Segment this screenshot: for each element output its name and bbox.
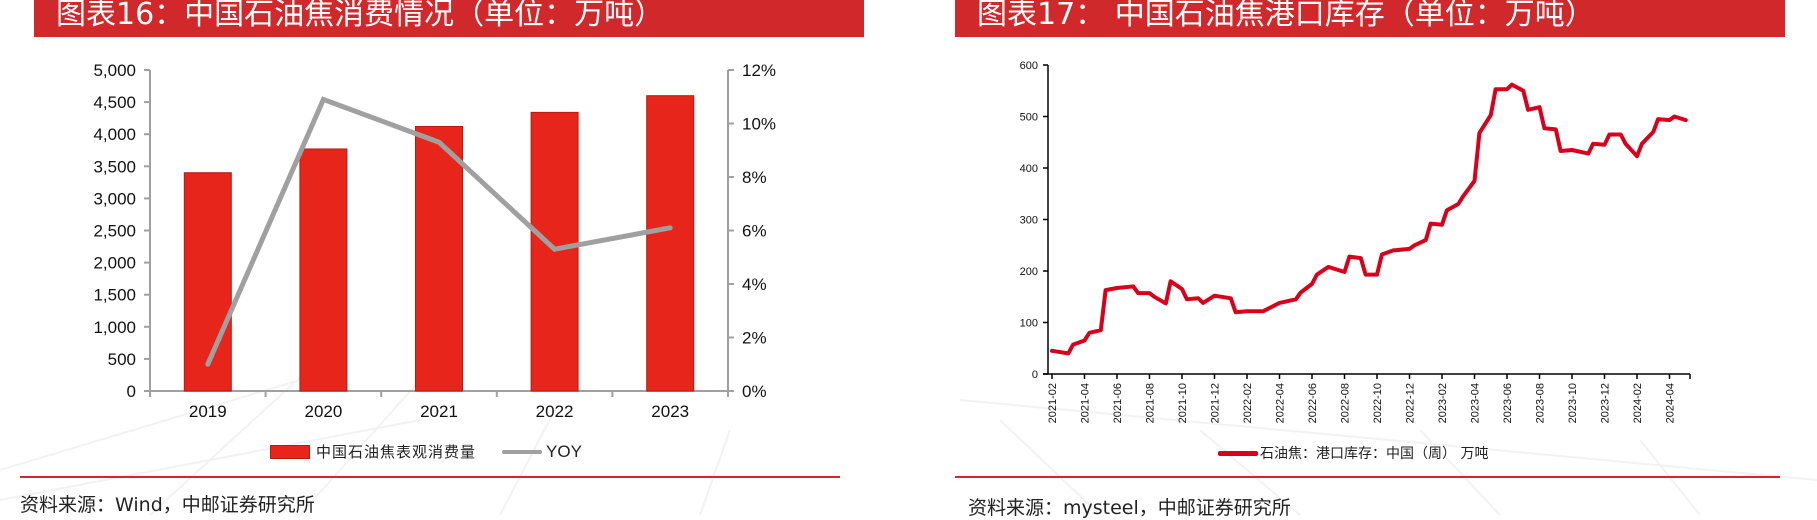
y-tick-label: 600 (1020, 60, 1038, 72)
bar-2020 (299, 148, 348, 392)
x-tick-label: 2021-08 (1145, 383, 1157, 423)
right-y-tick-label: 10% (742, 115, 776, 134)
bar-2021 (415, 125, 463, 392)
yoy-line (205, 96, 673, 367)
x-tick-label: 2021-12 (1210, 383, 1222, 423)
right-y-tick-label: 4% (742, 275, 767, 294)
bar-2019 (183, 172, 232, 392)
divider-right (955, 476, 1780, 478)
x-tick-label: 2021-10 (1177, 383, 1189, 423)
bar-2023 (646, 95, 695, 392)
x-tick-label: 2023-04 (1470, 383, 1482, 423)
y-tick-label: 0 (1032, 369, 1038, 381)
right-y-tick-label: 8% (742, 168, 767, 187)
consumption-bar-line-chart: 0 500 1,000 1,500 2,000 2,500 3,000 3,500 4,000 4… (93, 61, 776, 421)
y-tick-label: 400 (1020, 163, 1038, 175)
left-y-tick-label: 0 (127, 382, 136, 401)
source-left: 资料来源：Wind，中邮证券研究所 (20, 494, 315, 516)
legend-left: 中国石油焦表观消费量 YOY (270, 441, 582, 462)
left-y-tick-label: 4,000 (93, 125, 136, 144)
right-y-tick-label: 6% (742, 222, 767, 241)
left-y-tick-label: 2,000 (93, 254, 136, 273)
x-tick-label: 2021-04 (1080, 383, 1092, 423)
legend-label-consumption: 中国石油焦表观消费量 (316, 443, 477, 461)
x-tick-label: 2023-12 (1600, 383, 1612, 423)
port-inventory-line-chart: 0 100 200 300 400 500 600 2021-02 2021-04 2021-06… (1020, 60, 1691, 423)
legend-label-stock: 石油焦：港口库存：中国（周） 万吨 (1260, 446, 1489, 462)
chart-title-left: 图表16：中国石油焦消费情况（单位：万吨） (34, 0, 864, 37)
x-tick-label: 2024-02 (1632, 383, 1644, 423)
right-y-tick-label: 2% (742, 329, 767, 348)
x-tick-label: 2023-08 (1535, 383, 1547, 423)
source-right: 资料来源：mysteel，中邮证券研究所 (968, 497, 1291, 519)
left-y-tick-label: 5,000 (93, 61, 136, 80)
x-tick-label: 2021-06 (1112, 383, 1124, 423)
left-y-tick-label: 2,500 (93, 222, 136, 241)
x-tick-label: 2019 (189, 402, 227, 421)
legend-right: 石油焦：港口库存：中国（周） 万吨 (1218, 443, 1488, 463)
y-tick-label: 100 (1020, 318, 1038, 330)
x-tick-label: 2023-06 (1502, 383, 1514, 423)
left-y-tick-label: 3,500 (93, 157, 136, 176)
y-tick-label: 500 (1020, 112, 1038, 124)
x-tick-label: 2021 (420, 402, 458, 421)
right-y-tick-label: 0% (742, 382, 767, 401)
left-y-tick-label: 1,500 (93, 286, 136, 305)
x-tick-label: 2022-02 (1242, 383, 1254, 423)
x-tick-label: 2022-10 (1372, 383, 1384, 423)
x-tick-label: 2022-04 (1275, 383, 1287, 423)
x-tick-label: 2022-08 (1340, 383, 1352, 423)
legend-swatch-bar (270, 444, 310, 459)
x-tick-label: 2020 (304, 402, 342, 421)
legend-label-yoy: YOY (546, 441, 582, 461)
x-tick-label: 2022-06 (1307, 383, 1319, 423)
x-tick-label: 2022-12 (1405, 383, 1417, 423)
y-tick-label: 200 (1020, 266, 1038, 278)
right-y-tick-label: 12% (742, 61, 776, 80)
inventory-line (1050, 82, 1688, 356)
x-tick-label: 2023-02 (1437, 383, 1449, 423)
left-y-tick-label: 3,000 (93, 189, 136, 208)
x-tick-label: 2021-02 (1047, 383, 1059, 423)
x-tick-label: 2022 (536, 402, 574, 421)
divider-left (20, 476, 840, 478)
legend-swatch-yoy (502, 449, 543, 454)
left-y-tick-label: 4,500 (93, 93, 136, 112)
legend-swatch-stock (1218, 450, 1258, 456)
left-y-tick-label: 1,000 (93, 318, 136, 337)
x-tick-label: 2024-04 (1665, 383, 1677, 423)
chart-title-right: 图表17： 中国石油焦港口库存（单位：万吨） (955, 0, 1785, 37)
y-tick-label: 300 (1020, 215, 1038, 227)
x-tick-label: 2023-10 (1567, 383, 1579, 423)
left-y-tick-label: 500 (108, 350, 136, 369)
x-tick-label: 2023 (651, 402, 689, 421)
